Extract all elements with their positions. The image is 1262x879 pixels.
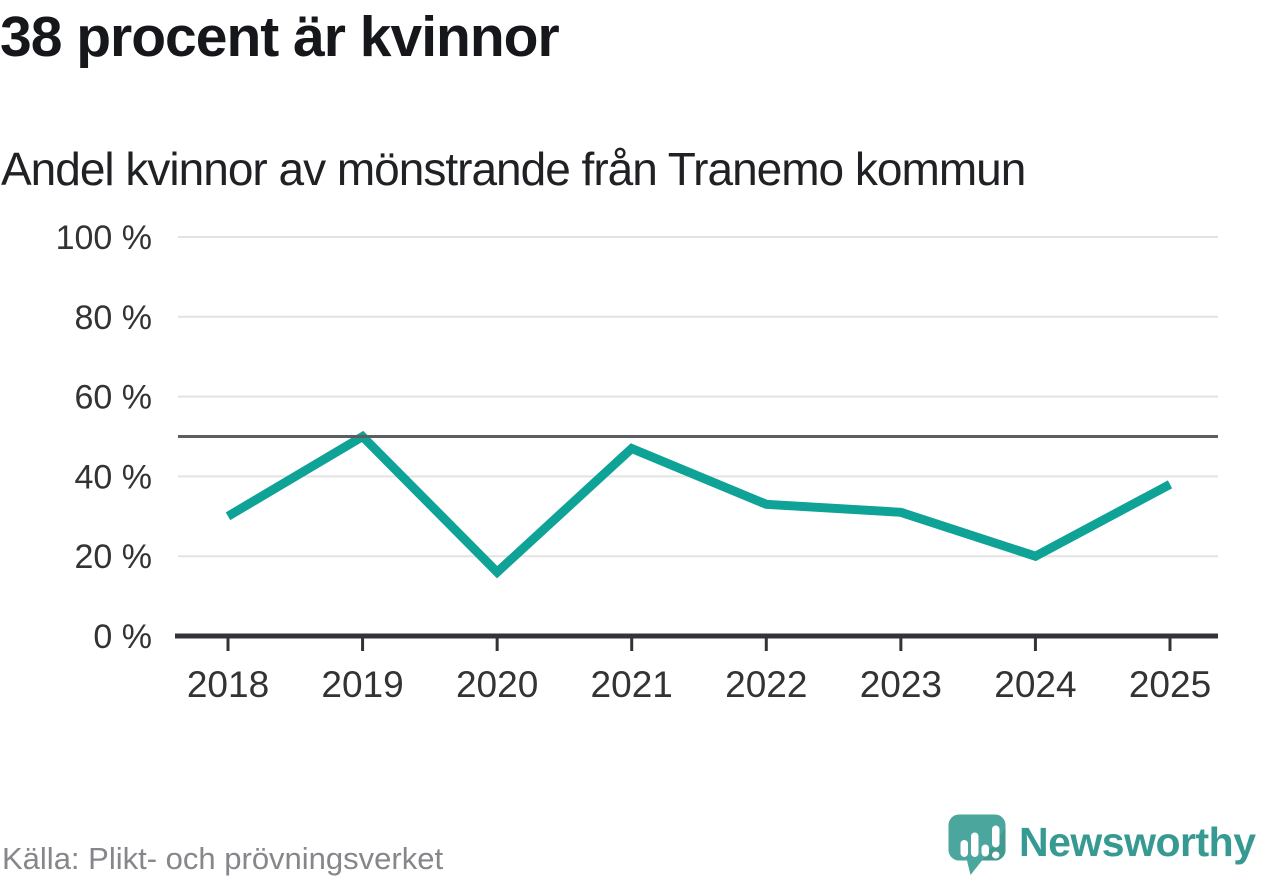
newsworthy-logo: Newsworthy (948, 812, 1256, 878)
y-axis-tick-label: 20 % (75, 538, 153, 576)
logo-exclamation-dot (992, 851, 1000, 858)
data-line (225, 430, 1173, 579)
source-credit: Källa: Plikt- och prövningsverket (2, 841, 444, 876)
x-axis-tick-label: 2019 (321, 664, 403, 705)
y-axis-tick-label: 80 % (75, 299, 153, 337)
x-axis-tick-label: 2022 (725, 664, 807, 705)
logo-exclamation-bar (992, 825, 1000, 847)
chart-title: 38 procent är kvinnor (0, 5, 560, 69)
y-axis-tick-label: 100 % (56, 219, 152, 257)
y-axis-tick-label: 60 % (75, 379, 153, 417)
x-axis-tick-label: 2020 (456, 664, 538, 705)
logo-bar (960, 839, 968, 857)
speech-bubble-bar-chart-icon (948, 814, 1006, 875)
chart-subtitle: Andel kvinnor av mönstrande från Tranemo… (1, 143, 1026, 195)
x-axis-tick-label: 2018 (187, 664, 269, 705)
x-axis-tick-label: 2023 (860, 664, 942, 705)
newsworthy-brand-text: Newsworthy (1019, 818, 1256, 865)
logo-bar (981, 844, 989, 856)
x-axis-tick-label: 2021 (591, 664, 673, 705)
y-axis-tick-label: 40 % (75, 458, 153, 496)
line-chart: 0 % 20 % 40 % 60 % 80 % 100 % 2018 2019 2020 2021… (56, 219, 1218, 705)
x-axis-tick-label: 2025 (1129, 664, 1211, 705)
x-axis-tick-label: 2024 (994, 664, 1076, 705)
logo-bar (971, 832, 979, 857)
y-axis-tick-label: 0 % (93, 618, 152, 656)
